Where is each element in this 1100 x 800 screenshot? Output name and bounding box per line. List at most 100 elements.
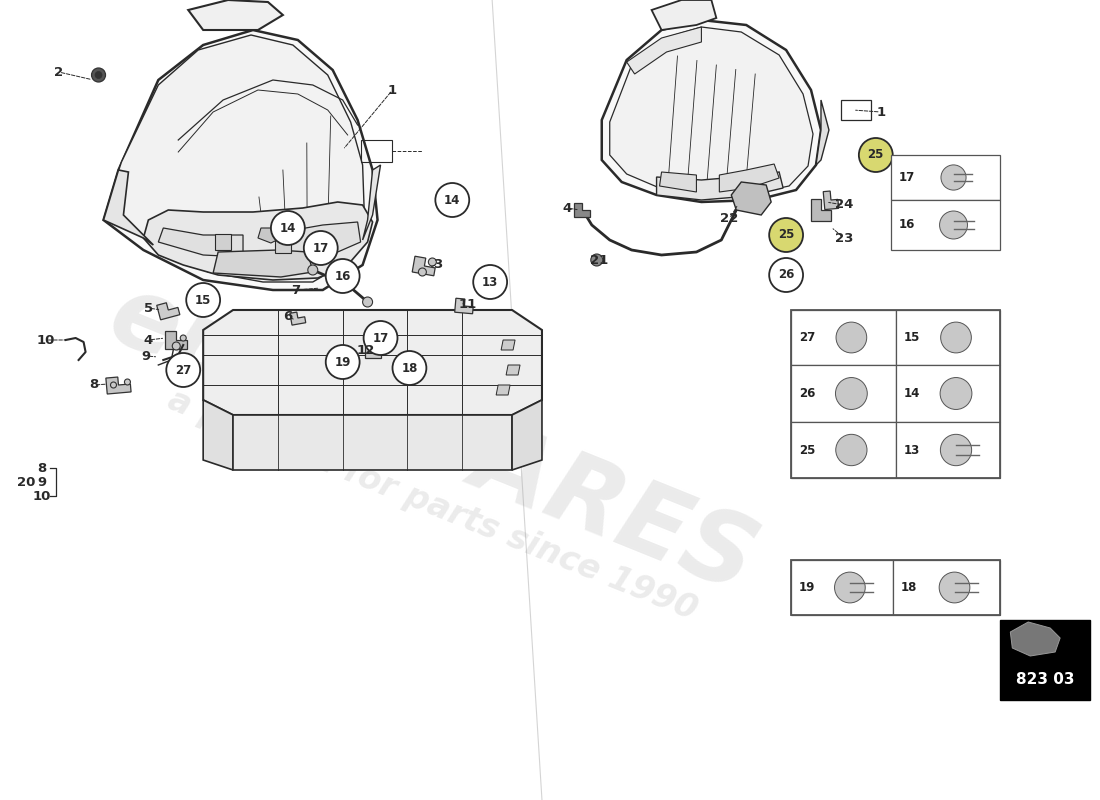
Text: 7: 7 [292, 283, 300, 297]
Text: 4: 4 [144, 334, 153, 346]
Circle shape [940, 378, 972, 410]
Text: 10: 10 [33, 490, 51, 502]
Text: 15: 15 [904, 331, 920, 344]
Polygon shape [732, 182, 771, 215]
Circle shape [939, 572, 970, 603]
Polygon shape [609, 27, 813, 196]
Circle shape [326, 345, 360, 379]
Circle shape [186, 283, 220, 317]
Text: 14: 14 [904, 387, 920, 400]
Text: 6: 6 [283, 310, 293, 323]
Bar [1000, 620, 1090, 700]
Circle shape [304, 231, 338, 265]
Polygon shape [290, 312, 306, 325]
Polygon shape [496, 385, 510, 395]
Polygon shape [233, 415, 513, 470]
Polygon shape [1010, 622, 1060, 656]
Text: 15: 15 [195, 294, 211, 306]
Text: 4: 4 [562, 202, 572, 214]
Circle shape [939, 211, 968, 239]
Text: 17: 17 [899, 171, 915, 184]
Text: 21: 21 [590, 254, 608, 266]
Circle shape [940, 434, 971, 466]
Text: 8: 8 [37, 462, 46, 474]
Polygon shape [106, 377, 131, 394]
Polygon shape [165, 331, 187, 349]
Polygon shape [188, 0, 283, 30]
Text: 26: 26 [778, 269, 794, 282]
Bar [791, 365, 895, 422]
Polygon shape [216, 234, 231, 250]
Circle shape [859, 138, 893, 172]
Polygon shape [816, 100, 829, 165]
Bar [361, 140, 393, 162]
Polygon shape [719, 164, 779, 192]
Circle shape [326, 259, 360, 293]
Bar [895, 365, 1000, 422]
Text: 16: 16 [334, 270, 351, 282]
Text: 25: 25 [868, 149, 884, 162]
Text: 13: 13 [482, 275, 498, 289]
Polygon shape [657, 172, 783, 200]
Polygon shape [103, 30, 377, 290]
Text: 19: 19 [799, 581, 815, 594]
Polygon shape [364, 346, 381, 358]
Circle shape [836, 378, 867, 410]
Polygon shape [502, 340, 515, 350]
Polygon shape [363, 165, 381, 240]
Bar [791, 422, 895, 478]
Text: 25: 25 [799, 443, 815, 457]
Text: 2: 2 [54, 66, 63, 78]
Circle shape [124, 379, 131, 385]
Polygon shape [156, 302, 179, 320]
Polygon shape [627, 27, 702, 74]
Polygon shape [574, 203, 590, 217]
Polygon shape [204, 400, 233, 470]
Text: a passion for parts since 1990: a passion for parts since 1990 [163, 383, 702, 626]
Text: 1: 1 [388, 83, 397, 97]
Circle shape [940, 165, 966, 190]
Circle shape [173, 342, 180, 350]
Circle shape [271, 211, 305, 245]
Circle shape [940, 322, 971, 353]
Polygon shape [660, 172, 696, 192]
Polygon shape [454, 298, 473, 314]
Circle shape [95, 71, 102, 78]
Circle shape [436, 183, 470, 217]
Bar [891, 155, 1000, 200]
Bar [895, 422, 1000, 478]
Circle shape [418, 268, 427, 276]
Text: euroSPARES: euroSPARES [96, 266, 770, 614]
Text: 10: 10 [36, 334, 55, 346]
Text: 1: 1 [877, 106, 886, 118]
Circle shape [591, 254, 603, 266]
Text: 17: 17 [312, 242, 329, 254]
Polygon shape [283, 222, 361, 255]
Circle shape [393, 351, 427, 385]
Text: 13: 13 [904, 443, 920, 457]
Polygon shape [213, 250, 312, 277]
Bar [791, 560, 1000, 615]
Text: 3: 3 [432, 258, 442, 270]
Polygon shape [103, 170, 153, 245]
Text: 9: 9 [142, 350, 151, 362]
Bar [791, 560, 893, 615]
Polygon shape [158, 228, 243, 257]
Text: 19: 19 [334, 355, 351, 369]
Polygon shape [823, 191, 838, 210]
Circle shape [428, 258, 437, 266]
Circle shape [769, 218, 803, 252]
Circle shape [836, 434, 867, 466]
Circle shape [363, 297, 373, 307]
Polygon shape [602, 20, 821, 202]
Polygon shape [651, 0, 716, 30]
Text: 8: 8 [89, 378, 98, 391]
Polygon shape [275, 237, 290, 253]
Circle shape [180, 335, 186, 341]
Text: 26: 26 [799, 387, 815, 400]
Circle shape [473, 265, 507, 299]
Polygon shape [143, 202, 373, 280]
Bar [791, 310, 895, 365]
Text: 16: 16 [899, 218, 915, 231]
Polygon shape [116, 35, 364, 282]
